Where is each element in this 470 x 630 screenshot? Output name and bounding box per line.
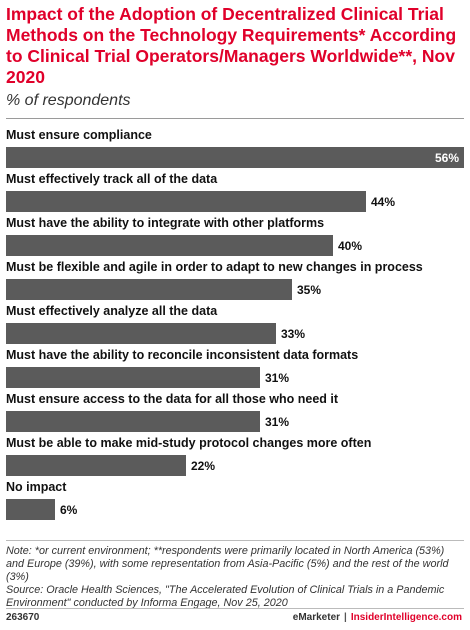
value-label: 35% <box>297 283 321 297</box>
value-label: 44% <box>371 195 395 209</box>
bar <box>6 499 55 520</box>
site-link[interactable]: InsiderIntelligence.com <box>350 612 462 623</box>
source-text: Source: Oracle Health Sciences, "The Acc… <box>6 584 445 609</box>
category-label: Must ensure access to the data for all t… <box>6 392 339 406</box>
category-label: Must ensure compliance <box>6 128 152 142</box>
bar <box>6 147 464 168</box>
category-label: Must be flexible and agile in order to a… <box>6 260 423 274</box>
category-label: Must have the ability to reconcile incon… <box>6 348 358 362</box>
value-label: 56% <box>435 151 459 165</box>
brand-separator: | <box>344 612 347 623</box>
chart-id: 263670 <box>6 612 40 623</box>
category-label: Must be able to make mid-study protocol … <box>6 436 371 450</box>
brand-name: eMarketer <box>292 612 341 623</box>
bar <box>6 279 292 300</box>
value-label: 6% <box>60 503 78 517</box>
notes-divider <box>6 540 464 541</box>
bar <box>6 455 186 476</box>
chart-notes: Note: *or current environment; **respond… <box>6 545 464 610</box>
footer-divider <box>6 608 464 609</box>
value-label: 31% <box>265 415 289 429</box>
value-label: 33% <box>281 327 305 341</box>
value-label: 31% <box>265 371 289 385</box>
value-label: 22% <box>191 459 215 473</box>
note-text: Note: *or current environment; **respond… <box>6 545 449 583</box>
bar <box>6 235 333 256</box>
title-divider <box>6 118 464 119</box>
category-label: Must have the ability to integrate with … <box>6 216 324 230</box>
bar <box>6 367 260 388</box>
value-label: 40% <box>338 239 362 253</box>
bar-chart: Must ensure compliance 56% Must effectivel… <box>6 128 464 520</box>
bar <box>6 323 276 344</box>
category-label: Must effectively track all of the data <box>6 172 218 186</box>
bar <box>6 411 260 432</box>
chart-subtitle: % of respondents <box>6 92 131 109</box>
footer-brand: eMarketer | InsiderIntelligence.com <box>293 612 462 623</box>
chart-title: Impact of the Adoption of Decentralized … <box>6 4 457 87</box>
bar <box>6 191 366 212</box>
category-label: No impact <box>6 480 67 494</box>
category-label: Must effectively analyze all the data <box>6 304 218 318</box>
